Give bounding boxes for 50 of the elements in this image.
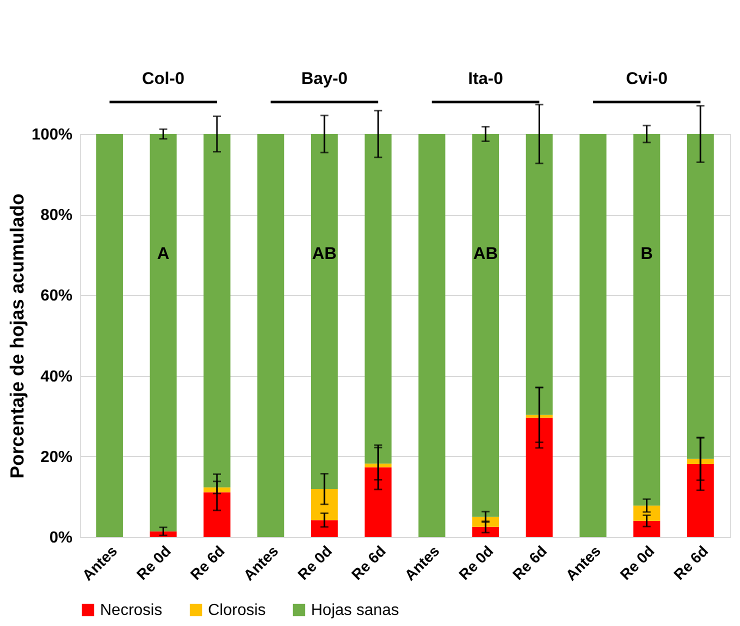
text: Bay-0 [301, 69, 348, 88]
bar [204, 492, 230, 537]
x-tick-label: Re 0d [134, 542, 175, 584]
bar [633, 520, 660, 537]
x-tick-label: Re 6d [670, 542, 712, 584]
text: Cvi-0 [626, 69, 668, 88]
bar [526, 134, 553, 415]
bar [526, 418, 553, 537]
legend-label: Necrosis [100, 602, 162, 619]
text: Ita-0 [468, 69, 504, 88]
y-tick-label: 80% [40, 207, 72, 224]
y-tick-label: 60% [40, 288, 72, 305]
bar [204, 134, 230, 488]
bar [687, 458, 714, 464]
bar [418, 134, 446, 537]
legend-label: Hojas sanas [311, 602, 400, 619]
text: Col-0 [142, 69, 185, 88]
y-tick-label: 0% [49, 530, 72, 546]
annotation: AB [473, 244, 498, 263]
y-tick-label: 40% [40, 368, 72, 386]
x-tick-label: Re 0d [456, 542, 497, 584]
bar [150, 134, 177, 532]
annotation: B [640, 244, 653, 263]
bar [580, 134, 606, 537]
bar [204, 487, 230, 492]
bar [310, 520, 338, 537]
bar [310, 134, 338, 490]
x-tick-label: Re 0d [294, 542, 336, 584]
y-axis-title: Porcentaje de hojas acumulado [8, 193, 29, 479]
y-tick-label: 100% [32, 126, 72, 144]
x-tick-label: Re 6d [348, 542, 390, 584]
annotation: AB [312, 244, 337, 263]
bar [310, 489, 338, 520]
bar [687, 134, 714, 459]
bar [687, 464, 714, 537]
y-tick-label: 20% [40, 448, 72, 466]
bar [364, 467, 392, 537]
bar [364, 464, 392, 468]
bar [472, 526, 500, 537]
annotation: A [157, 244, 170, 263]
x-tick-label: Re 0d [617, 542, 658, 584]
x-tick-label: Re 6d [510, 542, 551, 584]
legend-label: Clorosis [208, 602, 266, 619]
bar [257, 134, 284, 537]
bar [96, 134, 123, 537]
x-tick-label: Re 6d [187, 542, 228, 584]
bar [472, 134, 500, 517]
bar [633, 506, 660, 521]
bar [633, 134, 660, 506]
bar [364, 134, 392, 464]
